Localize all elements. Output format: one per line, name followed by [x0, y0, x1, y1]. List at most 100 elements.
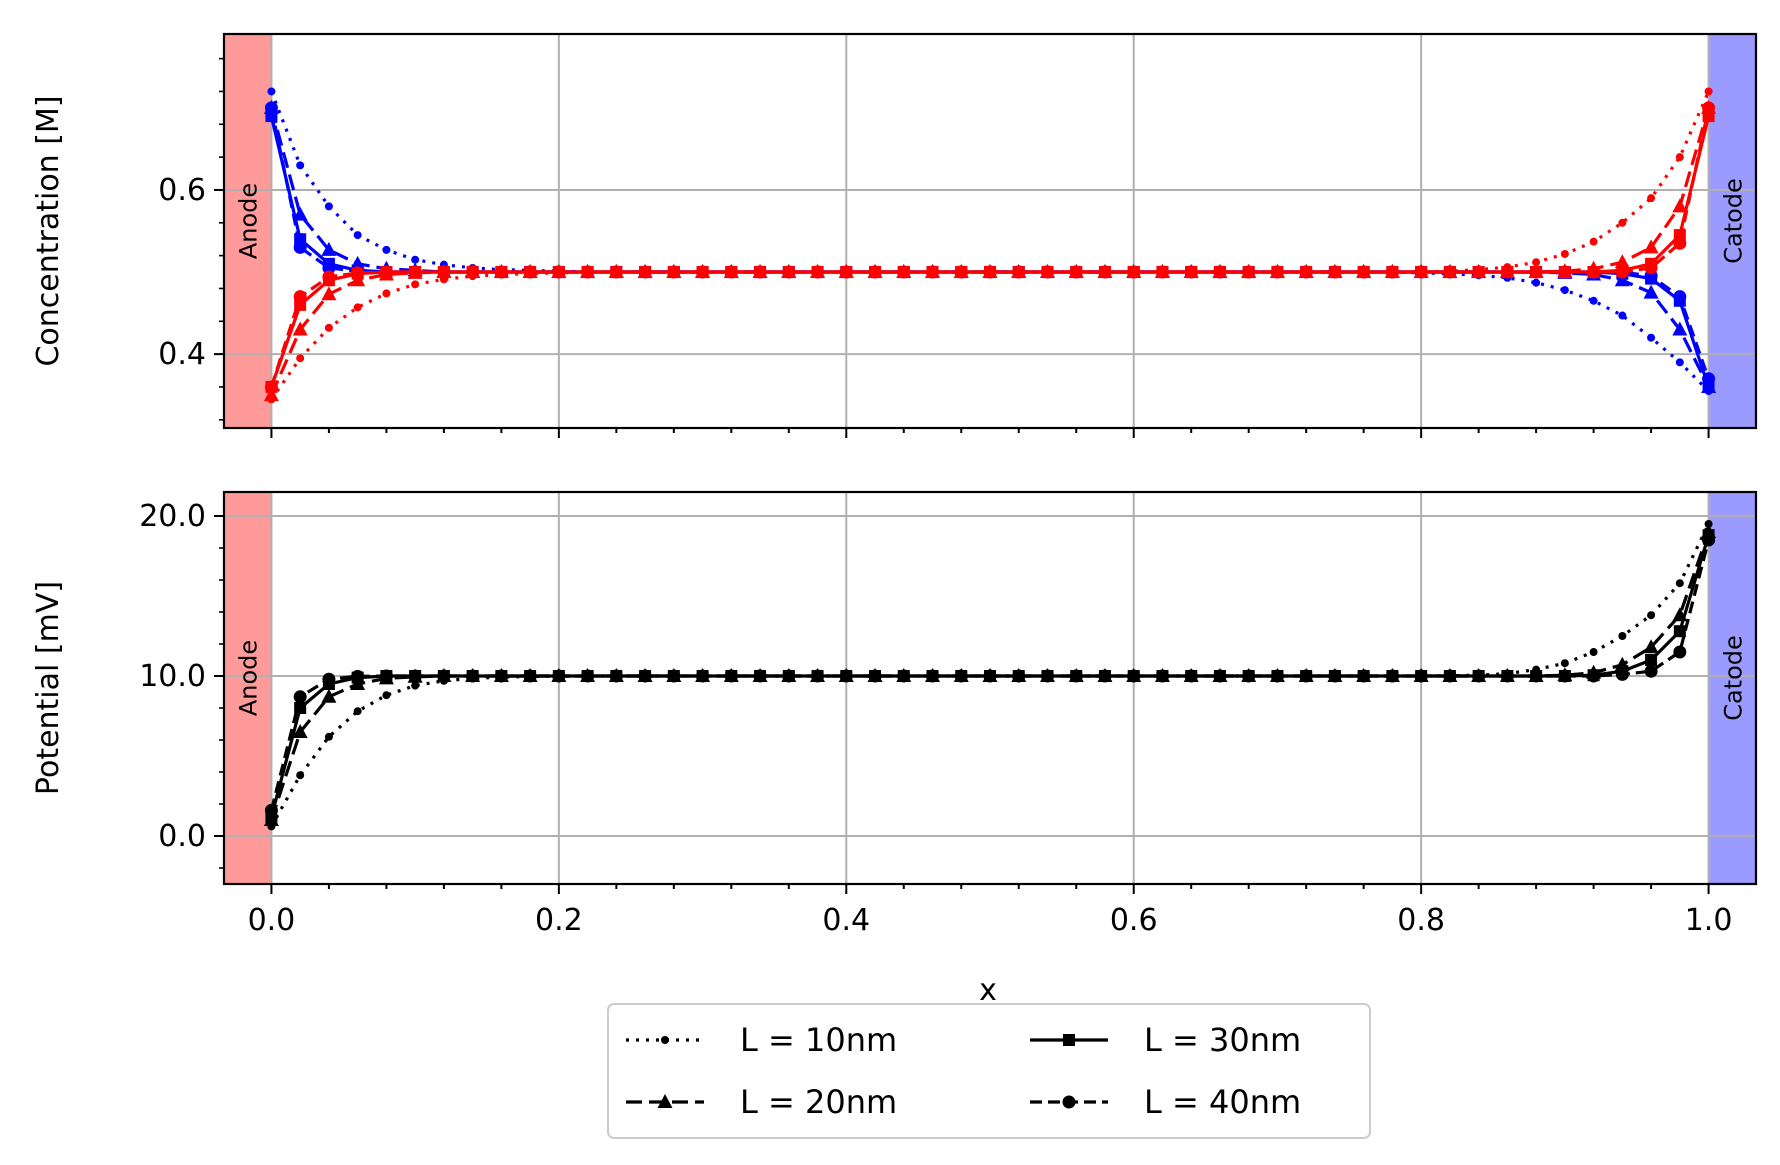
x-tick-label: 0.0	[248, 903, 296, 938]
y-axis-label: Potential [mV]	[31, 581, 66, 795]
legend-label: L = 30nm	[1144, 1021, 1301, 1059]
data-point	[1270, 265, 1284, 279]
x-tick-label: 0.8	[1397, 903, 1445, 938]
data-point	[1242, 669, 1256, 683]
data-point	[954, 669, 968, 683]
legend-marker	[661, 1036, 669, 1044]
data-point	[1443, 669, 1457, 683]
data-point	[1589, 296, 1598, 305]
data-point	[1647, 333, 1656, 342]
data-point	[1647, 611, 1656, 620]
series-markers-1	[263, 99, 1717, 393]
data-point	[581, 669, 595, 683]
data-point	[322, 261, 336, 275]
data-point	[353, 303, 362, 312]
y-axis-label: Concentration [M]	[31, 95, 66, 366]
data-point	[1643, 639, 1659, 654]
data-point	[263, 387, 279, 402]
data-point	[437, 265, 451, 279]
data-point	[321, 688, 337, 703]
data-point	[1357, 669, 1371, 683]
data-point	[1328, 265, 1342, 279]
data-point	[1127, 669, 1141, 683]
data-point	[1532, 258, 1541, 267]
data-point	[696, 669, 710, 683]
x-tick-label: 1.0	[1685, 903, 1733, 938]
data-point	[408, 669, 422, 683]
data-point	[382, 691, 391, 700]
data-point	[1615, 265, 1629, 279]
data-point	[1675, 358, 1684, 367]
series-group	[263, 520, 1717, 831]
data-point	[1560, 286, 1569, 295]
data-point	[382, 245, 391, 254]
legend-label: L = 40nm	[1144, 1083, 1301, 1121]
data-point	[1560, 249, 1569, 258]
data-point	[292, 321, 308, 336]
series-markers-3	[264, 101, 1716, 386]
data-point	[1443, 265, 1457, 279]
series-markers-0	[267, 87, 1713, 396]
data-point	[1702, 372, 1716, 386]
legend-entry: L = 20nm	[626, 1083, 897, 1121]
data-point	[753, 265, 767, 279]
series-line-3	[269, 107, 1711, 380]
series-markers-4	[267, 87, 1713, 404]
data-point	[351, 266, 365, 280]
data-point	[1672, 198, 1688, 213]
series-line-2	[269, 115, 1711, 388]
data-point	[1213, 265, 1227, 279]
y-tick-label: 10.0	[139, 659, 206, 694]
data-point	[1299, 265, 1313, 279]
data-point	[811, 669, 825, 683]
region-label-anode: Anode	[235, 640, 263, 716]
data-point	[1647, 194, 1656, 203]
data-point	[839, 265, 853, 279]
data-point	[408, 265, 422, 279]
data-point	[1673, 236, 1687, 250]
data-point	[466, 669, 480, 683]
axes-frame	[222, 32, 1758, 430]
series-line-6	[269, 115, 1711, 388]
data-point	[1040, 265, 1054, 279]
data-point	[897, 669, 911, 683]
data-point	[1644, 664, 1658, 678]
region-catode	[1708, 492, 1756, 884]
legend-label: L = 10nm	[740, 1021, 897, 1059]
data-point	[1704, 87, 1713, 96]
data-point	[1702, 101, 1716, 115]
data-point	[983, 669, 997, 683]
series-line-1	[269, 107, 1711, 388]
data-point	[437, 669, 451, 683]
data-point	[1589, 237, 1598, 246]
series-group	[263, 87, 1717, 404]
data-point	[1500, 265, 1514, 279]
data-point	[1155, 669, 1169, 683]
region-anode	[224, 34, 272, 428]
data-point	[494, 265, 508, 279]
data-point	[379, 265, 393, 279]
data-point	[609, 265, 623, 279]
data-point	[696, 265, 710, 279]
data-point	[1587, 265, 1601, 279]
data-point	[782, 265, 796, 279]
series-markers-5	[263, 99, 1717, 402]
data-point	[1299, 669, 1313, 683]
data-point	[1675, 579, 1684, 588]
data-point	[868, 669, 882, 683]
data-point	[926, 265, 940, 279]
data-point	[1184, 669, 1198, 683]
region-label-catode: Catode	[1719, 178, 1747, 264]
data-point	[1618, 311, 1627, 320]
data-point	[324, 732, 333, 741]
x-tick-label: 0.6	[1110, 903, 1158, 938]
legend: L = 10nm L = 30nm L = 20nm L = 40nm	[607, 1003, 1371, 1139]
axes-frame	[222, 490, 1758, 886]
x-tick-label: 0.2	[535, 903, 583, 938]
data-point	[466, 265, 480, 279]
data-point	[1127, 265, 1141, 279]
y-tick-label: 0.0	[158, 819, 206, 854]
legend-label: L = 20nm	[740, 1083, 897, 1121]
data-point	[1414, 265, 1428, 279]
data-point	[1702, 533, 1716, 547]
